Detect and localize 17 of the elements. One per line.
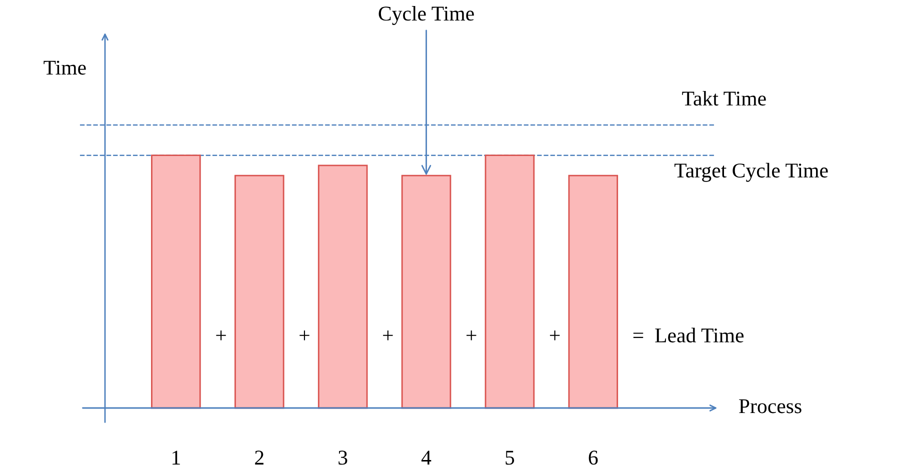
annotation: = Lead Time (633, 328, 744, 342)
x-tick-label: 3 (338, 450, 348, 465)
ref-line-label: Target Cycle Time (674, 162, 828, 182)
x-tick-label: 2 (255, 450, 264, 464)
annotation: + (383, 330, 393, 340)
annotation: + (466, 330, 476, 340)
x-tick-label: 1 (172, 450, 180, 464)
annotation: + (300, 330, 310, 340)
x-tick-label: 5 (506, 450, 514, 465)
y-axis-title: Time (44, 60, 86, 75)
x-axis-title: Process (739, 399, 802, 414)
ref-line-label: Takt Time (682, 90, 766, 106)
annotation: + (216, 330, 226, 340)
x-tick-label: 4 (421, 450, 432, 464)
annotation: Cycle Time (378, 6, 474, 25)
annotation: + (550, 330, 560, 340)
x-tick-label: 6 (588, 450, 598, 465)
